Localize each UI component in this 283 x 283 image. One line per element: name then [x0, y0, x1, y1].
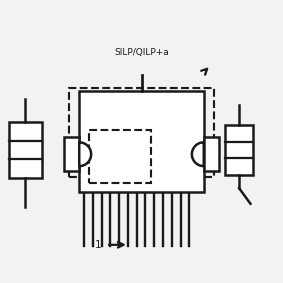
- Bar: [69, 88, 214, 177]
- Bar: [204, 137, 219, 171]
- Bar: [225, 125, 253, 175]
- Bar: [64, 137, 79, 171]
- Text: 1: 1: [94, 240, 101, 250]
- Bar: [79, 91, 204, 192]
- Bar: [89, 130, 151, 183]
- Polygon shape: [79, 142, 91, 166]
- Polygon shape: [192, 142, 204, 166]
- Bar: [9, 122, 42, 178]
- Text: SILP/QILP+a: SILP/QILP+a: [114, 48, 169, 57]
